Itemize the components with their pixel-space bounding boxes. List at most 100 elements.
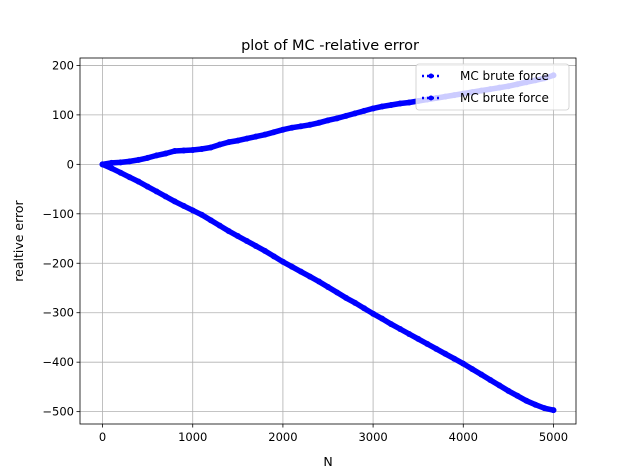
- data-point: [388, 321, 395, 328]
- legend-item: MC brute force: [422, 69, 549, 83]
- data-point: [433, 345, 440, 352]
- data-point: [415, 335, 422, 342]
- data-point: [144, 183, 151, 190]
- chart-title: plot of MC -relative error: [241, 38, 419, 54]
- x-axis-label: N: [323, 454, 332, 469]
- data-point: [216, 141, 223, 148]
- x-axis-ticks: 0 1000 2000 3000 4000 5000: [99, 424, 568, 444]
- series-layer: [99, 72, 557, 414]
- data-point: [315, 119, 322, 126]
- data-point: [99, 161, 106, 168]
- data-point: [532, 401, 539, 408]
- data-point: [252, 242, 259, 249]
- data-point: [424, 340, 431, 347]
- x-tick-label: 2000: [268, 430, 297, 444]
- data-point: [279, 126, 286, 133]
- data-point: [252, 133, 259, 140]
- data-point: [297, 123, 304, 130]
- legend-label: MC brute force: [460, 69, 549, 83]
- data-point: [406, 99, 413, 106]
- series-2: [99, 161, 557, 414]
- x-tick-label: 1000: [178, 430, 207, 444]
- y-tick-label: 0: [67, 157, 74, 171]
- data-point: [306, 273, 313, 280]
- x-tick-label: 0: [99, 430, 106, 444]
- data-point: [288, 263, 295, 270]
- data-point: [126, 158, 133, 165]
- data-point: [117, 169, 124, 176]
- data-point: [523, 397, 530, 404]
- x-tick-label: 3000: [358, 430, 387, 444]
- y-tick-label: −300: [42, 306, 74, 320]
- data-point: [234, 137, 241, 144]
- data-point: [379, 103, 386, 110]
- y-tick-label: 100: [52, 108, 74, 122]
- data-point: [135, 178, 142, 185]
- data-point: [541, 405, 548, 412]
- data-point: [207, 217, 214, 224]
- data-point: [487, 376, 494, 383]
- data-point: [514, 392, 521, 399]
- data-point: [117, 159, 124, 166]
- data-point: [189, 146, 196, 153]
- data-point: [469, 366, 476, 373]
- data-point: [361, 305, 368, 312]
- y-axis-ticks: −500 −400 −300 −200 −100 0 100 200: [42, 58, 80, 419]
- data-point: [126, 174, 133, 181]
- data-point: [180, 202, 187, 209]
- y-tick-label: −100: [42, 207, 74, 221]
- data-point: [352, 110, 359, 117]
- data-point: [460, 360, 467, 367]
- data-point: [153, 188, 160, 195]
- data-point: [180, 147, 187, 154]
- y-tick-label: 200: [52, 58, 74, 72]
- data-point: [270, 253, 277, 260]
- data-point: [334, 115, 341, 122]
- data-point: [343, 294, 350, 301]
- data-point: [243, 135, 250, 142]
- legend-box: [415, 63, 570, 111]
- data-point: [144, 154, 151, 161]
- data-point: [505, 387, 512, 394]
- data-point: [496, 382, 503, 389]
- legend-marker: [428, 95, 434, 101]
- data-point: [288, 124, 295, 131]
- data-point: [261, 247, 268, 254]
- y-tick-label: −200: [42, 256, 74, 270]
- data-point: [397, 100, 404, 107]
- data-point: [315, 278, 322, 285]
- data-point: [334, 289, 341, 296]
- grid: [80, 58, 576, 424]
- data-point: [270, 129, 277, 136]
- legend: MC brute force MC brute force: [415, 63, 570, 111]
- data-point: [406, 330, 413, 337]
- data-point: [153, 152, 160, 159]
- data-point: [171, 198, 178, 205]
- data-point: [388, 101, 395, 108]
- data-point: [261, 131, 268, 138]
- y-tick-label: −500: [42, 405, 74, 419]
- data-point: [325, 283, 331, 290]
- data-point: [108, 159, 115, 166]
- x-tick-label: 5000: [539, 430, 568, 444]
- y-tick-label: −400: [42, 355, 74, 369]
- legend-marker: [428, 73, 434, 79]
- legend-item: MC brute force: [422, 91, 549, 105]
- data-point: [135, 156, 142, 163]
- data-point: [379, 315, 386, 322]
- data-point: [343, 112, 350, 119]
- legend-label: MC brute force: [460, 91, 549, 105]
- data-point: [550, 407, 557, 414]
- data-point: [306, 121, 313, 128]
- data-point: [171, 147, 178, 154]
- data-point: [361, 107, 368, 114]
- data-point: [442, 350, 449, 357]
- plot-frame: [79, 57, 577, 425]
- data-point: [279, 258, 286, 265]
- data-point: [225, 228, 232, 235]
- data-point: [370, 310, 377, 317]
- data-point: [198, 146, 205, 153]
- data-point: [397, 326, 404, 333]
- data-point: [162, 150, 169, 157]
- data-point: [297, 268, 304, 275]
